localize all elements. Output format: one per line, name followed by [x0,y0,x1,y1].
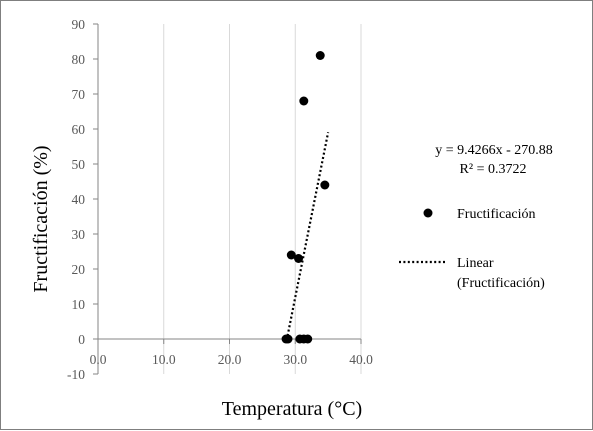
x-tick-label: 20.0 [218,352,242,367]
legend-label-series: Fructificación [457,207,536,222]
trendline-r-squared: R² = 0.3722 [460,162,527,177]
y-tick-label: 30 [72,227,86,242]
y-tick-label: 70 [72,87,86,102]
x-tick-label: 10.0 [152,352,176,367]
y-tick-label: 0 [78,332,85,347]
legend-label-trendline-line1: Linear [457,256,494,271]
x-tick-label: 0.0 [90,352,107,367]
y-tick-label: 50 [72,157,86,172]
data-point [299,96,309,106]
y-tick-label: 20 [72,262,86,277]
y-tick-label: 40 [72,192,86,207]
data-point [303,334,313,344]
y-tick-label: 60 [72,122,86,137]
data-points [281,51,330,344]
data-point [286,250,296,260]
axes [93,23,362,375]
y-tick-label: -10 [67,367,85,382]
trendline-layer [285,132,330,341]
y-tick-label: 80 [72,52,86,67]
trendline-equation: y = 9.4266x - 270.88 [435,143,553,158]
data-point [294,254,304,263]
x-axis-title: Temperatura (°C) [222,398,362,420]
x-tick-label: 40.0 [349,352,373,367]
data-point [315,51,325,60]
legend-marker-icon [423,208,433,218]
y-tick-label: 90 [72,17,86,32]
data-point [283,334,293,344]
x-axis-tick-labels: 0.0 10.0 20.0 30.0 40.0 [90,352,374,367]
legend: Fructificación Linear (Fructificación) [399,207,545,291]
trendline [285,132,330,341]
y-axis-tick-labels: -10 0 10 20 30 40 50 60 70 80 90 [67,17,85,382]
x-tick-label: 30.0 [283,352,307,367]
y-axis-title: Fructificación (%) [30,145,52,292]
gridlines [163,24,362,374]
legend-label-trendline-line2: (Fructificación) [457,276,545,291]
y-tick-label: 10 [72,297,86,312]
data-point [320,180,330,190]
